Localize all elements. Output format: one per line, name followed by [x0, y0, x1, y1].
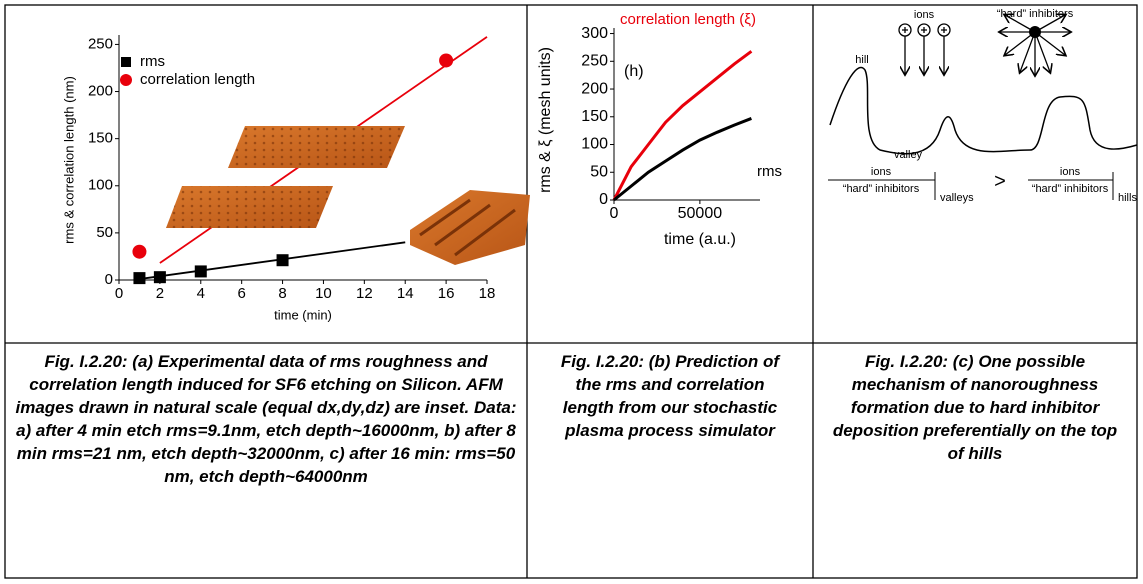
legend-swatch [120, 74, 132, 86]
x-tick-label: 50000 [678, 205, 723, 222]
y-tick-label: 50 [590, 163, 608, 180]
x-tick-label: 12 [356, 285, 373, 302]
figure-b: 0 50000 0 50 100 150 200 250 300 time (a.u.) rms &… [537, 11, 782, 248]
x-axis-label: time (min) [274, 307, 332, 322]
legend-swatch [121, 57, 131, 67]
point [439, 53, 453, 67]
point [154, 271, 166, 283]
caption: Fig. I.2.20: (c) One possible mechanism … [820, 350, 1130, 465]
caption-text: Experimental data of rms roughness and c… [15, 352, 516, 486]
figure-table: 0 2 4 6 8 10 12 14 16 18 0 50 100 150 200 250 time (min)… [0, 0, 1143, 584]
fit-line [139, 242, 405, 279]
y-tick-label: 0 [599, 191, 608, 208]
point [195, 265, 207, 277]
x-tick-label: 10 [315, 285, 332, 302]
y-tick-label: 200 [88, 83, 113, 100]
series-label: rms [757, 163, 782, 180]
x-tick-label: 4 [197, 285, 205, 302]
panel-label: (h) [624, 63, 644, 80]
caption-label: Fig. I.2.20: (a) [44, 352, 153, 371]
x-tick-label: 14 [397, 285, 414, 302]
ratio-sub: valleys [940, 192, 974, 204]
y-axis-label: rms & correlation length (nm) [61, 76, 76, 244]
y-tick-label: 300 [581, 25, 608, 42]
series-label: correlation length (ξ) [620, 11, 756, 28]
y-tick-label: 150 [88, 130, 113, 147]
line [614, 118, 751, 200]
y-tick-label: 50 [96, 224, 113, 241]
hill-label: hill [855, 54, 868, 66]
ratio-top: ions [1060, 166, 1081, 178]
x-tick-label: 2 [156, 285, 164, 302]
ratio-top: ions [871, 166, 892, 178]
y-axis-label: rms & ξ (mesh units) [537, 47, 554, 193]
relation: > [994, 170, 1006, 192]
legend-label: correlation length [140, 71, 255, 88]
x-tick-label: 16 [438, 285, 455, 302]
x-tick-label: 18 [479, 285, 496, 302]
point [133, 272, 145, 284]
x-tick-label: 0 [115, 285, 123, 302]
ions-label: ions [914, 9, 935, 21]
figure-a: 0 2 4 6 8 10 12 14 16 18 0 50 100 150 200 250 time (min)… [61, 35, 495, 322]
caption: Fig. I.2.20: (a) Experimental data of rm… [12, 350, 520, 488]
ratio-bottom: “hard” inhibitors [1032, 183, 1109, 195]
valley-label: valley [894, 149, 923, 161]
x-tick-label: 6 [237, 285, 245, 302]
diagram: ions “hard” inhibitors hill valley ions … [828, 8, 1137, 204]
x-tick-label: 0 [610, 205, 619, 222]
y-tick-label: 0 [105, 271, 113, 288]
y-tick-label: 150 [581, 108, 608, 125]
y-tick-label: 100 [88, 177, 113, 194]
caption-label: Fig. I.2.20: (c) [865, 352, 974, 371]
x-axis-label: time (a.u.) [664, 231, 736, 248]
caption-label: Fig. I.2.20: (b) [561, 352, 671, 371]
ratio-bottom: “hard” inhibitors [843, 183, 920, 195]
inhibitors-label: “hard” inhibitors [997, 8, 1074, 20]
afm-insets [166, 126, 530, 265]
x-tick-label: 8 [278, 285, 286, 302]
y-tick-label: 250 [581, 53, 608, 70]
caption: Fig. I.2.20: (b) Prediction of the rms a… [540, 350, 800, 442]
point [277, 254, 289, 266]
page: 0 2 4 6 8 10 12 14 16 18 0 50 100 150 200 250 time (min)… [0, 0, 1143, 584]
y-tick-label: 100 [581, 136, 608, 153]
legend-label: rms [140, 53, 165, 70]
y-tick-label: 250 [88, 35, 113, 52]
table-borders [5, 5, 1137, 578]
point [132, 245, 146, 259]
y-tick-label: 200 [581, 80, 608, 97]
ratio-sub: hills [1118, 192, 1137, 204]
